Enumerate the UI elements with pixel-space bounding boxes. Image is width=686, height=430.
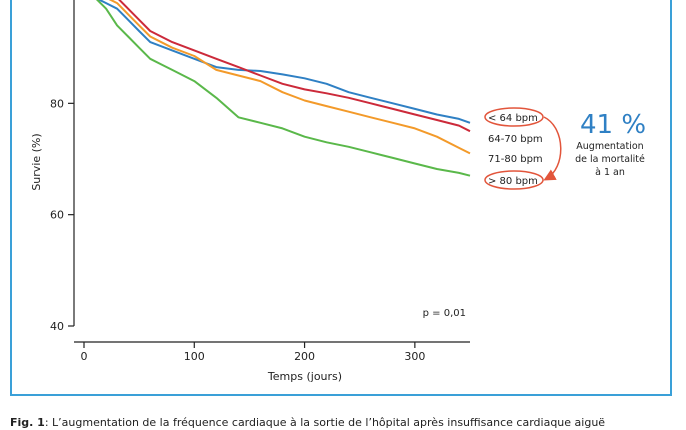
y-tick-label: 40	[50, 320, 64, 333]
annotation: 41 %Augmentation de la mortalité à 1 an p =…	[423, 107, 646, 319]
legend-label-1: < 64 bpm	[488, 113, 538, 124]
y-tick-label: 80	[50, 97, 64, 110]
x-tick-label: 100	[184, 350, 205, 363]
x-tick-label: 0	[81, 350, 88, 363]
legend-label-4: > 80 bpm	[488, 176, 538, 187]
legend-label-3: 71-80 bpm	[488, 154, 543, 165]
p-value: p = 0,01	[423, 308, 466, 319]
mortality-note-line: Augmentation	[576, 141, 643, 152]
caption-text: : L’augmentation de la fréquence cardiaq…	[44, 416, 606, 429]
arrow	[543, 116, 562, 181]
y-axis-label: Survie (%)	[30, 133, 43, 190]
figure-caption: Fig. 1: L’augmentation de la fréquence c…	[10, 416, 686, 429]
mortality-note-line: à 1 an	[595, 167, 625, 178]
mortality-note-line: de la mortalité	[575, 154, 645, 165]
series-line-4	[95, 0, 471, 177]
legend: < 64 bpm 64-70 bpm 71-80 bpm > 80 bpm	[488, 113, 543, 187]
series-line-2	[118, 0, 471, 133]
x-tick-label: 300	[404, 350, 425, 363]
highlight-ellipse-bottom	[484, 170, 544, 190]
x-tick-label: 200	[294, 350, 315, 363]
mortality-value: 41 %	[580, 110, 646, 140]
legend-label-2: 64-70 bpm	[488, 134, 543, 145]
series-line-1	[97, 0, 471, 124]
figure-frame	[10, 0, 672, 396]
highlight-ellipse-top	[484, 107, 544, 127]
series-line-3	[108, 0, 471, 155]
axes: 40 60 80 0 100 200 300 Temps (jours) Survie (%)	[30, 0, 470, 383]
x-axis-label: Temps (jours)	[267, 370, 342, 383]
y-tick-label: 60	[50, 209, 64, 222]
series-lines	[95, 0, 471, 177]
caption-prefix: Fig. 1	[10, 416, 45, 429]
